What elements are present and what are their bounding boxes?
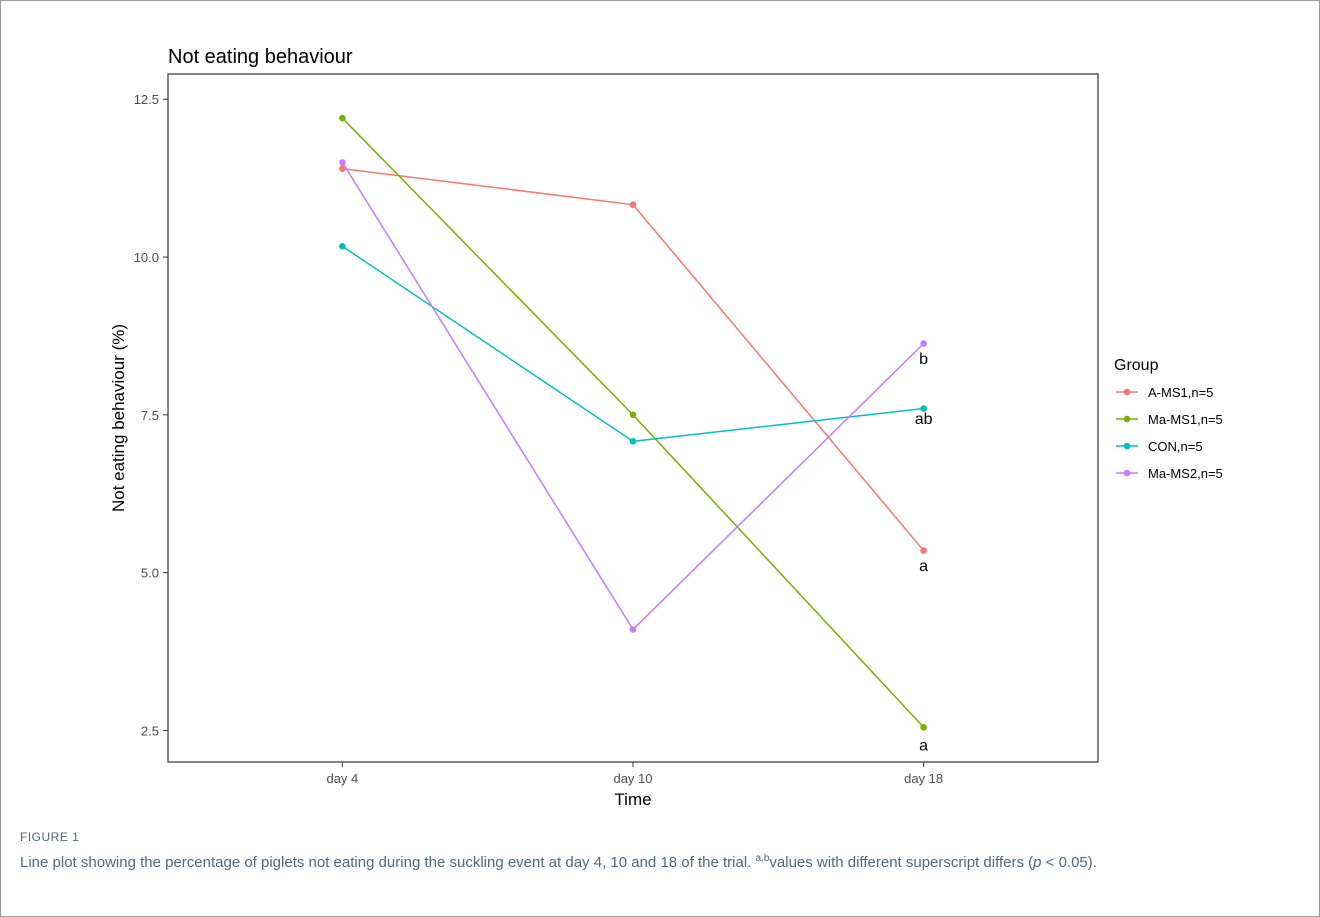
data-point xyxy=(629,626,637,633)
legend-item-label: CON,n=5 xyxy=(1148,439,1203,454)
data-point xyxy=(920,340,927,347)
chart-title: Not eating behaviour xyxy=(168,46,353,68)
line-chart: Not eating behaviour 2.5 5.0 7.5 10.0 12.5 day… xyxy=(109,46,1223,809)
data-point xyxy=(920,723,927,731)
data-point xyxy=(920,547,927,554)
data-point xyxy=(629,438,637,445)
caption-superscript: a,b xyxy=(755,853,770,864)
caption-p-symbol: p xyxy=(1033,854,1042,871)
y-tick-label: 7.5 xyxy=(141,408,159,423)
figure-label: FIGURE 1 xyxy=(20,830,80,844)
legend-item-label: Ma-MS1,n=5 xyxy=(1148,412,1223,427)
annotation-label: a xyxy=(919,737,928,754)
caption-text-before: Line plot showing the percentage of pigl… xyxy=(20,854,756,871)
data-point xyxy=(339,114,346,122)
x-axis-label: Time xyxy=(614,790,651,809)
y-tick-label: 5.0 xyxy=(141,566,159,581)
x-tick-label: day 4 xyxy=(326,771,358,786)
legend-key-point xyxy=(1123,469,1131,477)
caption-text-after: < 0.05). xyxy=(1041,854,1097,871)
data-point xyxy=(339,159,346,166)
data-point xyxy=(339,165,346,172)
data-point xyxy=(629,201,637,208)
x-tick-label: day 18 xyxy=(904,771,943,786)
series-line-0 xyxy=(342,167,925,552)
data-point xyxy=(339,243,346,250)
annotation-label: a xyxy=(919,558,928,575)
legend-key-point xyxy=(1123,442,1131,450)
series-line-1 xyxy=(341,117,925,728)
legend-item-label: Ma-MS2,n=5 xyxy=(1148,466,1223,481)
y-tick-label: 2.5 xyxy=(141,723,159,738)
legend-key-point xyxy=(1123,415,1131,423)
y-axis-label: Not eating behaviour (%) xyxy=(109,324,128,512)
figure-caption: Line plot showing the percentage of pigl… xyxy=(20,848,1300,874)
data-point xyxy=(629,411,637,419)
legend-key-point xyxy=(1123,388,1131,396)
legend-item-label: A-MS1,n=5 xyxy=(1148,385,1213,400)
y-tick-label: 10.0 xyxy=(134,250,159,265)
caption-text-middle: values with different superscript differ… xyxy=(769,854,1034,871)
x-tick-label: day 10 xyxy=(613,771,652,786)
data-point xyxy=(920,405,927,412)
annotation-label: ab xyxy=(915,411,933,428)
legend-title: Group xyxy=(1114,357,1159,374)
y-tick-label: 12.5 xyxy=(134,92,159,107)
series-line-3 xyxy=(341,161,925,631)
annotation-label: b xyxy=(919,351,928,368)
